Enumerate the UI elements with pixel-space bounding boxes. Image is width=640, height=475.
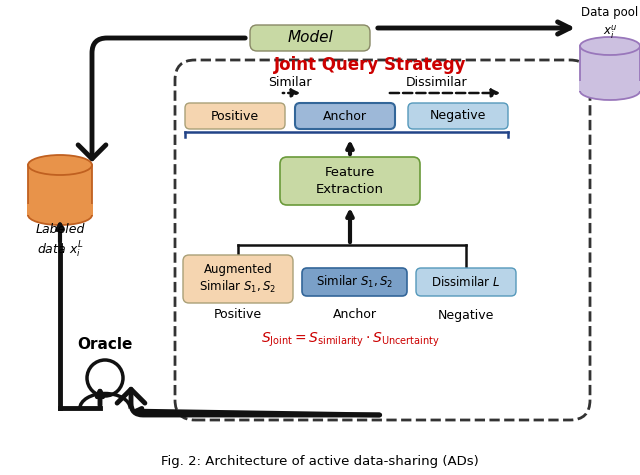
FancyBboxPatch shape <box>295 103 395 129</box>
Text: Unlabeled
Data pool
$x_i^u$: Unlabeled Data pool $x_i^u$ <box>580 0 640 41</box>
Ellipse shape <box>580 82 640 100</box>
Text: Positive: Positive <box>211 110 259 123</box>
Text: Positive: Positive <box>214 308 262 322</box>
Text: Negative: Negative <box>438 308 494 322</box>
FancyBboxPatch shape <box>185 103 285 129</box>
Text: Similar $S_1,S_2$: Similar $S_1,S_2$ <box>316 274 393 290</box>
Text: Augmented
Similar $S_1,S_2$: Augmented Similar $S_1,S_2$ <box>199 263 276 295</box>
FancyBboxPatch shape <box>408 103 508 129</box>
Text: Joint Query Strategy: Joint Query Strategy <box>274 56 467 74</box>
FancyBboxPatch shape <box>183 255 293 303</box>
FancyBboxPatch shape <box>175 60 590 420</box>
Text: Anchor: Anchor <box>323 110 367 123</box>
Text: Negative: Negative <box>430 110 486 123</box>
Bar <box>579 81 640 91</box>
Bar <box>27 204 93 215</box>
Text: Oracle: Oracle <box>77 337 132 352</box>
Text: Dissimilar $L$: Dissimilar $L$ <box>431 275 500 289</box>
Bar <box>580 46 640 91</box>
Text: Similar: Similar <box>268 76 312 89</box>
FancyBboxPatch shape <box>302 268 407 296</box>
Ellipse shape <box>28 155 92 175</box>
FancyArrowPatch shape <box>78 38 245 159</box>
Text: Labeled
data $x_i^L$: Labeled data $x_i^L$ <box>35 223 84 260</box>
FancyBboxPatch shape <box>280 157 420 205</box>
Text: Fig. 2: Architecture of active data-sharing (ADs): Fig. 2: Architecture of active data-shar… <box>161 456 479 468</box>
Text: Dissimilar: Dissimilar <box>406 76 467 89</box>
Text: Model: Model <box>287 30 333 46</box>
Text: Anchor: Anchor <box>333 308 376 322</box>
FancyBboxPatch shape <box>250 25 370 51</box>
FancyBboxPatch shape <box>416 268 516 296</box>
Bar <box>28 165 92 215</box>
Ellipse shape <box>580 37 640 55</box>
Ellipse shape <box>28 205 92 225</box>
FancyArrowPatch shape <box>117 389 380 415</box>
Text: $S_{\mathrm{Joint}} = S_{\mathrm{similarity}} \cdot S_{\mathrm{Uncertainty}}$: $S_{\mathrm{Joint}} = S_{\mathrm{similar… <box>260 331 440 349</box>
Text: Feature
Extraction: Feature Extraction <box>316 166 384 196</box>
